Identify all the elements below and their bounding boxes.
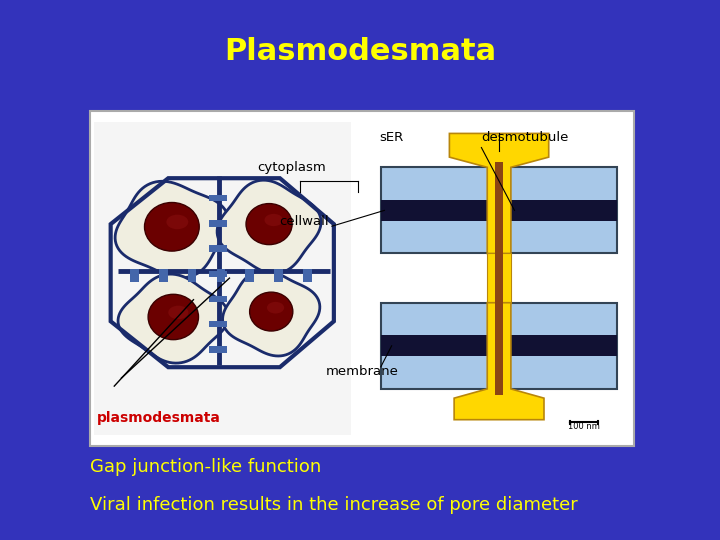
Ellipse shape bbox=[145, 202, 199, 251]
Bar bbox=[487, 253, 511, 303]
Bar bbox=[210, 195, 228, 201]
Bar bbox=[246, 269, 254, 282]
Text: membrane: membrane bbox=[325, 365, 398, 378]
Bar bbox=[210, 271, 228, 277]
Bar bbox=[210, 245, 228, 252]
Text: cytoplasm: cytoplasm bbox=[258, 161, 326, 174]
Bar bbox=[274, 269, 283, 282]
Bar bbox=[159, 269, 168, 282]
Text: cellwall: cellwall bbox=[279, 214, 329, 227]
Polygon shape bbox=[118, 274, 228, 363]
Polygon shape bbox=[454, 303, 544, 420]
Bar bbox=[303, 269, 312, 282]
Text: desmotubule: desmotubule bbox=[482, 131, 569, 144]
Bar bbox=[210, 220, 228, 227]
Bar bbox=[381, 335, 617, 356]
Ellipse shape bbox=[267, 302, 284, 314]
Bar bbox=[495, 162, 503, 395]
Polygon shape bbox=[115, 181, 229, 278]
Bar bbox=[188, 269, 197, 282]
Ellipse shape bbox=[168, 306, 189, 319]
Text: Viral infection results in the increase of pore diameter: Viral infection results in the increase … bbox=[90, 496, 577, 514]
Text: 100 nm: 100 nm bbox=[568, 422, 600, 431]
Ellipse shape bbox=[148, 294, 199, 340]
Ellipse shape bbox=[246, 204, 292, 245]
Bar bbox=[90, 111, 634, 446]
Bar bbox=[94, 122, 351, 435]
Text: Plasmodesmata: Plasmodesmata bbox=[224, 37, 496, 66]
Bar bbox=[381, 303, 617, 389]
Polygon shape bbox=[217, 180, 321, 273]
Bar bbox=[210, 346, 228, 353]
Text: plasmodesmata: plasmodesmata bbox=[97, 411, 221, 425]
Polygon shape bbox=[222, 271, 320, 356]
Text: Gap junction-like function: Gap junction-like function bbox=[90, 458, 321, 476]
Bar bbox=[381, 200, 617, 221]
Ellipse shape bbox=[250, 292, 293, 331]
Polygon shape bbox=[449, 133, 549, 253]
Text: sER: sER bbox=[379, 131, 404, 144]
Bar bbox=[381, 167, 617, 253]
Ellipse shape bbox=[166, 214, 188, 229]
Bar bbox=[217, 269, 225, 282]
Bar bbox=[210, 296, 228, 302]
Bar bbox=[210, 321, 228, 327]
Bar bbox=[130, 269, 139, 282]
Ellipse shape bbox=[264, 214, 283, 226]
